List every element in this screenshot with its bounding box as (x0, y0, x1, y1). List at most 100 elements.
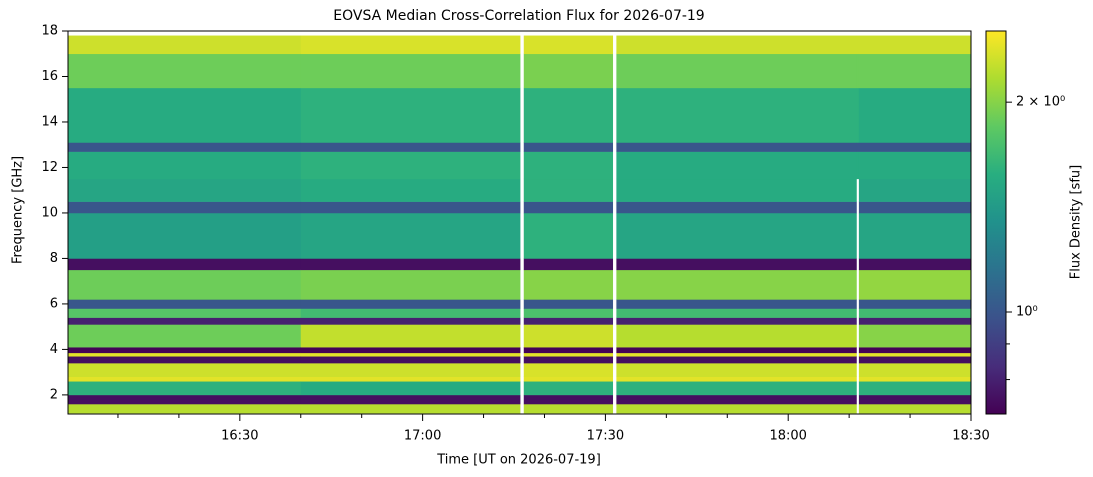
heatmap-cell (523, 35, 614, 55)
heatmap-cell (68, 376, 302, 382)
heatmap-cell (300, 151, 521, 180)
heatmap-cell (858, 352, 972, 357)
heatmap-cell (523, 151, 614, 180)
heatmap-cell (523, 142, 614, 152)
heatmap-cell (856, 35, 860, 55)
heatmap-cell (300, 299, 521, 309)
heatmap-cell (300, 142, 521, 152)
heatmap-cell (616, 356, 857, 364)
y-tick-label: 10 (41, 205, 58, 220)
heatmap-cell (300, 324, 521, 348)
heatmap-cell (300, 363, 521, 378)
heatmap-cell (858, 381, 972, 396)
y-tick-label: 16 (41, 69, 58, 84)
heatmap-cell (523, 201, 614, 214)
heatmap-cell (858, 347, 972, 354)
heatmap-cell (523, 269, 614, 300)
plot-frame (67, 30, 972, 415)
heatmap-cell (68, 363, 302, 378)
heatmap-cell (68, 403, 302, 414)
heatmap-cell (858, 299, 972, 309)
heatmap-cell (616, 363, 857, 378)
heatmap-cell (858, 317, 972, 325)
heatmap-cell (616, 151, 857, 180)
heatmap-cell (68, 317, 302, 325)
y-tick-label: 12 (41, 160, 58, 175)
heatmap-cell (616, 394, 857, 405)
x-tick-label: 17:00 (404, 429, 441, 444)
heatmap-cell (858, 201, 972, 214)
heatmap-cell (300, 53, 521, 89)
y-tick-label: 2 (50, 387, 58, 402)
heatmap-cell (858, 269, 972, 300)
y-tick-label: 18 (41, 24, 58, 39)
x-tick-label: 18:30 (952, 429, 989, 444)
heatmap-cell (523, 87, 614, 143)
heatmap-cell (858, 394, 972, 405)
chart-title: EOVSA Median Cross-Correlation Flux for … (333, 8, 704, 24)
x-tick-label: 16:30 (221, 429, 258, 444)
heatmap-cell (523, 178, 614, 202)
heatmap-cell (68, 178, 302, 202)
heatmap-cell (300, 403, 521, 414)
heatmap-cell (858, 178, 972, 202)
heatmap-cell (68, 347, 302, 354)
heatmap-cell (523, 363, 614, 378)
colorbar-tick-label: 2 × 10⁰ (1016, 95, 1065, 110)
heatmap-cell (858, 356, 972, 364)
heatmap-cell (858, 151, 972, 180)
heatmap-cell (523, 403, 614, 414)
heatmap-cell (856, 142, 860, 152)
heatmap-cell (858, 376, 972, 382)
heatmap-cell (68, 201, 302, 214)
heatmap-cell (858, 35, 972, 55)
heatmap-cell (523, 347, 614, 354)
heatmap-cell (300, 269, 521, 300)
heatmap-cell (523, 308, 614, 318)
heatmap-cell (858, 212, 972, 259)
y-tick-label: 6 (50, 296, 58, 311)
heatmap-cell (300, 394, 521, 405)
heatmap-cell (523, 317, 614, 325)
heatmap-cell (858, 87, 972, 143)
heatmap-cell (68, 258, 302, 271)
y-tick-label: 4 (50, 342, 58, 357)
heatmap-cell (616, 201, 857, 214)
x-axis-label: Time [UT on 2026-07-19] (436, 453, 601, 468)
heatmap-cell (300, 381, 521, 396)
heatmap-cell (523, 352, 614, 357)
heatmap-cell (858, 258, 972, 271)
heatmap-cell (68, 394, 302, 405)
heatmap-cell (68, 142, 302, 152)
heatmap-cell (523, 212, 614, 259)
colorbar-label: Flux Density [sfu] (1069, 165, 1084, 279)
heatmap-cell (68, 324, 302, 348)
heatmap-cell (68, 269, 302, 300)
x-tick-label: 18:00 (769, 429, 806, 444)
colorbar (986, 31, 1006, 414)
heatmap-cell (616, 376, 857, 382)
heatmap-cell (523, 53, 614, 89)
heatmap-cell (616, 381, 857, 396)
heatmap-cell (616, 299, 857, 309)
heatmap-cell (616, 53, 857, 89)
heatmap-cell (616, 324, 857, 348)
heatmap-cell (523, 299, 614, 309)
heatmap-cell (300, 352, 521, 357)
heatmap-cell (616, 308, 857, 318)
heatmap-cell (616, 352, 857, 357)
heatmap-cell (858, 142, 972, 152)
heatmap-cell (68, 87, 302, 143)
heatmap-cell (616, 212, 857, 259)
heatmap-cell (523, 324, 614, 348)
heatmap-cell (858, 403, 972, 414)
heatmap-cell (68, 299, 302, 309)
heatmap-cell (68, 308, 302, 318)
heatmap-cell (616, 258, 857, 271)
heatmap-cell (616, 87, 857, 143)
heatmap-cell (300, 376, 521, 382)
heatmap-cell (300, 258, 521, 271)
heatmap-cell (858, 53, 972, 89)
y-axis-label: Frequency [GHz] (11, 156, 26, 264)
